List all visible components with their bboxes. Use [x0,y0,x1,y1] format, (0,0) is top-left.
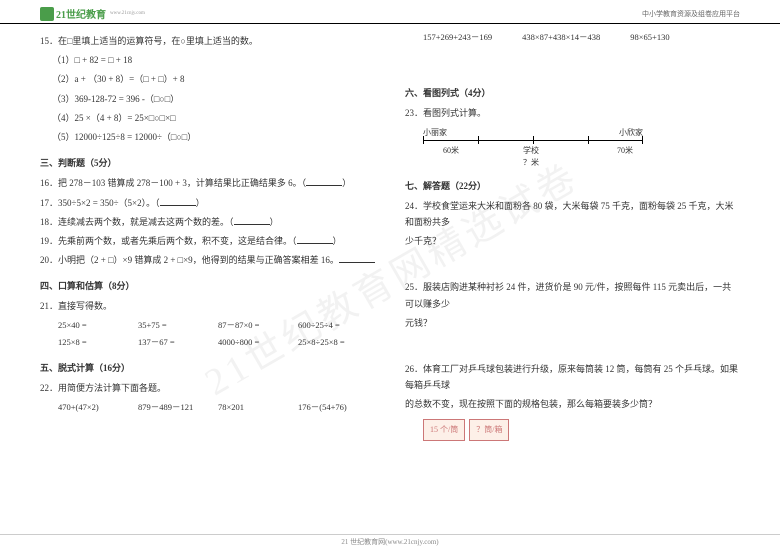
tick [642,136,643,144]
diag-left-dist: 60米 [443,144,459,158]
box1: 15 个/筒 [423,419,465,441]
q17: 17．350÷5×2 = 350÷（5×2）。（） [40,195,375,211]
q20-text: 20．小明把（2 + □）×9 错算成 2 + □×9，他得到的结果与正确答案相… [40,255,339,265]
diag-question: ？米 [523,156,539,170]
right-column: 157+269+243－169 438×87+438×14－438 98×65+… [405,30,740,524]
q15-item: （4）25 ×（4 + 8）= 25×□○□×□ [40,110,375,126]
section7-title: 七、解答题（22分） [405,178,740,194]
calc-item: 35+75 = [138,318,198,333]
expr-item: 98×65+130 [630,30,669,45]
diag-right-label: 小欣家 [619,126,643,140]
expr-item: 438×87+438×14－438 [522,30,600,45]
tick [533,136,534,144]
calc-item: 25×8÷25×8 = [298,335,358,350]
page-header: 21世纪教育 www.21cnjy.com 中小学教育资源及组卷应用平台 [0,0,780,24]
blank [306,176,342,186]
q25: 25．服装店购进某种衬衫 24 件，进货价是 90 元/件，按照每件 115 元… [405,279,740,311]
tick [423,136,424,144]
q21: 21．直接写得数。 [40,298,375,314]
calc-item: 78×201 [218,400,278,415]
logo-icon [40,7,54,21]
q20: 20．小明把（2 + □）×9 错算成 2 + □×9，他得到的结果与正确答案相… [40,252,375,268]
q22: 22．用简便方法计算下面各题。 [40,380,375,396]
diag-right-dist: 70米 [617,144,633,158]
calc-item: 4000÷800 = [218,335,278,350]
q23: 23．看图列式计算。 [405,105,740,121]
content: 15．在□里填上适当的运算符号，在○里填上适当的数。 （1）□ + 82 = □… [0,24,780,524]
calc-row: 25×40 = 35+75 = 87－87×0 = 600÷25÷4 = [40,318,375,333]
footer: 21 世纪教育网(www.21cnjy.com) [0,534,780,547]
header-right-text: 中小学教育资源及组卷应用平台 [642,9,740,19]
calc-row: 470+(47×2) 879－489－121 78×201 176－(54+76… [40,400,375,415]
left-column: 15．在□里填上适当的运算符号，在○里填上适当的数。 （1）□ + 82 = □… [40,30,375,524]
q26: 26．体育工厂对乒乓球包装进行升级，原来每筒装 12 筒，每筒有 25 个乒乓球… [405,361,740,393]
calc-item: 879－489－121 [138,400,198,415]
q24: 24．学校食堂运来大米和面粉各 80 袋，大米每袋 75 千克，面粉每袋 25 … [405,198,740,230]
q24b: 少千克？ [405,233,740,249]
calc-item: 470+(47×2) [58,400,118,415]
q17-text: 17．350÷5×2 = 350÷（5×2）。（ [40,198,160,208]
logo-sub: www.21cnjy.com [110,11,145,16]
q15-item: （5）12000÷125÷8 = 12000÷（□○□） [40,129,375,145]
calc-item: 25×40 = [58,318,118,333]
q18: 18．连续减去两个数，就是减去这两个数的差。（） [40,214,375,230]
q15-title: 15．在□里填上适当的运算符号，在○里填上适当的数。 [40,33,375,49]
q16: 16．把 278－103 错算成 278－100 + 3，计算结果比正确结果多 … [40,175,375,191]
section4-title: 四、口算和估算（8分） [40,278,375,294]
line-diagram: 小丽家 小欣家 60米 学校 70米 ？米 [423,128,740,168]
q19: 19．先乘前两个数，或者先乘后两个数，积不变，这是结合律。（） [40,233,375,249]
blank [297,234,333,244]
q18-text: 18．连续减去两个数，就是减去这两个数的差。（ [40,217,234,227]
calc-item: 125×8 = [58,335,118,350]
blank [234,215,270,225]
calc-row: 125×8 = 137－67 = 4000÷800 = 25×8÷25×8 = [40,335,375,350]
q19-text: 19．先乘前两个数，或者先乘后两个数，积不变，这是结合律。（ [40,236,297,246]
tick [588,136,589,144]
logo-text: 21世纪教育 [56,6,106,21]
tick [478,136,479,144]
calc-item: 176－(54+76) [298,400,358,415]
q15-item: （1）□ + 82 = □ + 18 [40,52,375,68]
q15-item: （2）a + （30 + 8）=（□ + □）+ 8 [40,71,375,87]
q15-item: （3）369-128-72 = 396 -（□○□） [40,91,375,107]
section5-title: 五、脱式计算（16分） [40,360,375,376]
q25b: 元钱？ [405,315,740,331]
calc-item: 87－87×0 = [218,318,278,333]
logo: 21世纪教育 www.21cnjy.com [40,6,145,21]
q26b: 的总数不变，现在按照下面的规格包装，那么每箱要装多少筒？ [405,396,740,412]
blank [160,196,196,206]
blank [339,253,375,263]
box2: ？筒/箱 [469,419,509,441]
section6-title: 六、看图列式（4分） [405,85,740,101]
calc-item: 137－67 = [138,335,198,350]
expr-row: 157+269+243－169 438×87+438×14－438 98×65+… [405,30,740,45]
box-diagram: 15 个/筒 ？筒/箱 [423,419,740,441]
q16-text: 16．把 278－103 错算成 278－100 + 3，计算结果比正确结果多 … [40,178,306,188]
diag-left-label: 小丽家 [423,126,447,140]
calc-item: 600÷25÷4 = [298,318,358,333]
expr-item: 157+269+243－169 [423,30,492,45]
section3-title: 三、判断题（5分） [40,155,375,171]
